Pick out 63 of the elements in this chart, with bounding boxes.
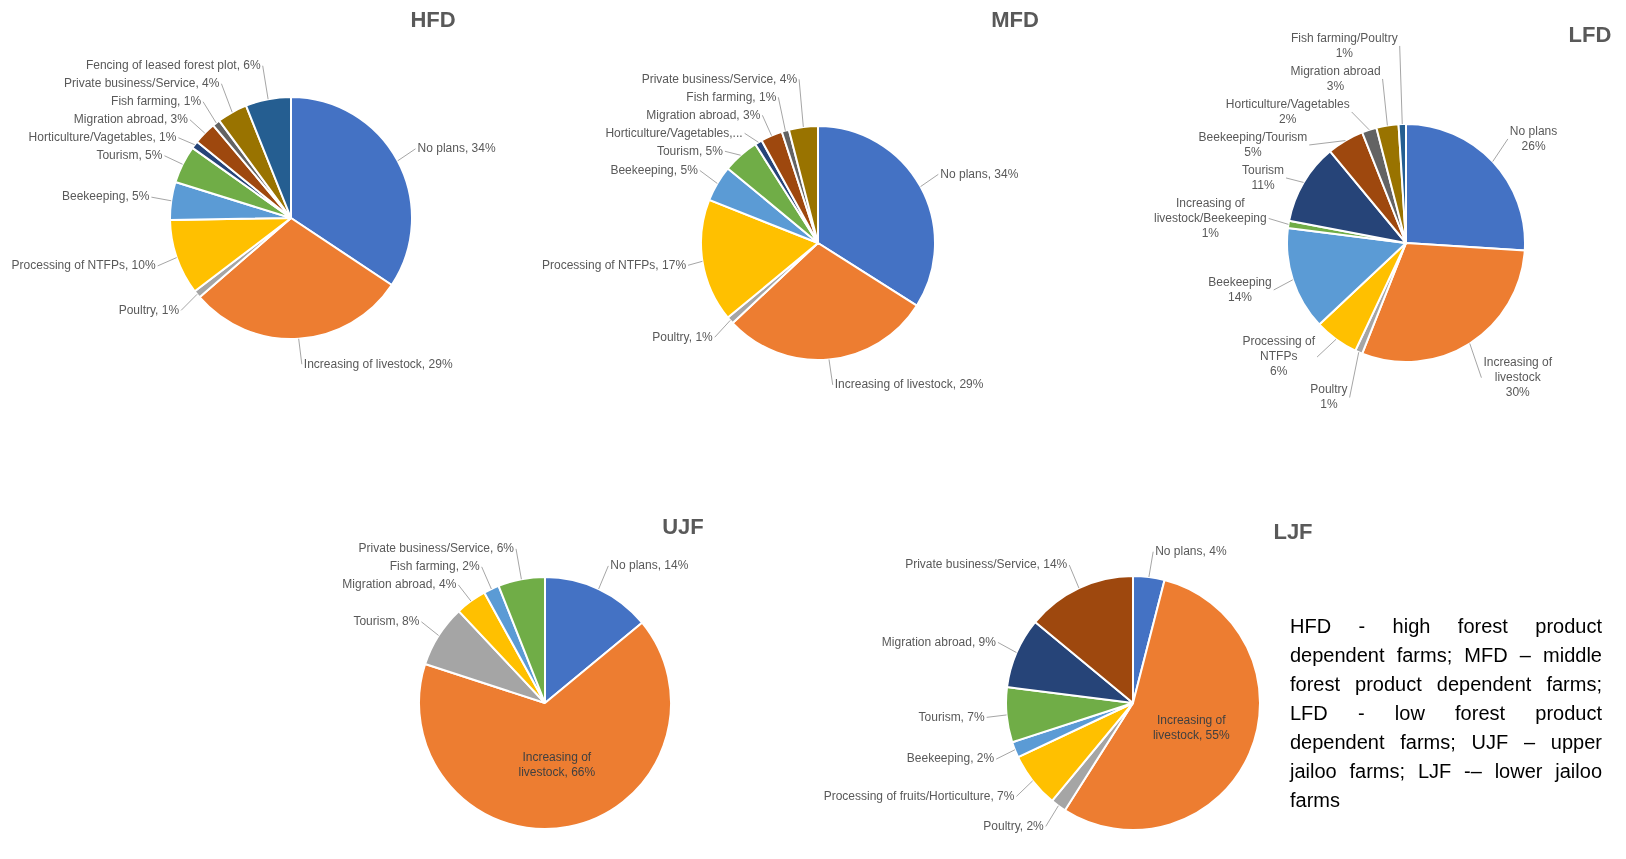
chart-title: LJF: [1273, 519, 1313, 545]
slice-label: Tourism, 5%: [96, 148, 163, 163]
slice-label: Migration abroad, 4%: [342, 577, 457, 592]
slice-label: Beekeeping, 5%: [610, 162, 699, 177]
slice-label: Increasing of livestock/Beekeeping: [1153, 195, 1267, 225]
slice-label: Fish farming, 1%: [111, 94, 202, 109]
slice-label: Migration abroad, 3%: [73, 112, 189, 127]
slice-label: Fencing of leased forest plot, 6%: [85, 58, 262, 73]
slice-label: Private business/Service, 4%: [641, 71, 798, 86]
data-label: 11%: [1251, 177, 1275, 192]
slice-label: No plans, 14%: [610, 558, 689, 573]
slice-label: Increasing of livestock, 29%: [303, 356, 453, 371]
slice-label: No plans: [1509, 123, 1558, 138]
data-label: 1%: [1320, 397, 1338, 412]
data-label: 2%: [1279, 111, 1297, 126]
slice-label: Fish farming, 2%: [389, 559, 481, 574]
data-label: 14%: [1228, 289, 1253, 304]
slice-label: Beekeeping, 5%: [62, 189, 150, 204]
slice-label: Private business/Service, 6%: [358, 541, 515, 556]
slice-label: Processing of NTFPs, 10%: [11, 258, 156, 273]
data-label: 26%: [1521, 138, 1546, 153]
slice-label: Processing of NTFPs, 17%: [542, 257, 687, 272]
chart-title: UJF: [662, 514, 704, 540]
slice-label: No plans, 34%: [417, 141, 496, 156]
slice-label: Increasing of livestock, 55%: [1152, 713, 1230, 743]
slice-label: Increasing of livestock: [1483, 354, 1553, 384]
slice-label: Fish farming/Poultry: [1291, 30, 1398, 45]
slice-label: Processing of fruits/Horticulture, 7%: [823, 788, 1015, 803]
data-label: 1%: [1335, 45, 1354, 60]
data-label: 3%: [1326, 78, 1345, 93]
slice-label: Horticulture/Vagetables,...: [605, 125, 743, 140]
slice-label: Horticulture/Vagetables, 1%: [28, 130, 177, 145]
data-label: 30%: [1505, 384, 1531, 399]
slice-label: Beekeeping/Tourism: [1198, 129, 1308, 144]
slice-label: Tourism: [1242, 162, 1285, 177]
slice-label: Fish farming, 1%: [686, 89, 777, 104]
slice-label: Private business/Service, 4%: [64, 76, 220, 91]
data-label: 5%: [1244, 144, 1262, 159]
slice-label: Private business/Service, 14%: [905, 557, 1068, 572]
data-label: 6%: [1270, 364, 1288, 379]
chart-title: MFD: [991, 7, 1039, 33]
slice-label: Poultry, 1%: [118, 302, 180, 317]
slice-label: Tourism, 5%: [656, 143, 724, 158]
slice-label: Horticulture/Vagetables: [1225, 96, 1350, 111]
slice-label: Migration abroad, 9%: [881, 634, 997, 649]
slice-label: No plans, 4%: [1155, 544, 1227, 559]
slice-label: Poultry, 2%: [983, 818, 1045, 833]
slice-label: No plans, 34%: [940, 166, 1019, 181]
slice-label: Processing of NTFPs: [1242, 334, 1316, 364]
slice-label: Poultry: [1310, 382, 1348, 397]
slice-label: Beekeeping: [1208, 274, 1272, 289]
slice-label: Poultry, 1%: [652, 329, 714, 344]
slice-label: Increasing of livestock, 66%: [518, 749, 596, 779]
data-label: 1%: [1201, 225, 1220, 240]
slice-label: Tourism, 7%: [918, 709, 985, 724]
text: HFD - high forest product dependent farms; MFD – middle forest product dependent farms; LFD - low forest product dependent farms; UJF – upper jailoo farms; LJF -– lower jailoo farms: [1290, 614, 1602, 813]
chart-title: LFD: [1568, 22, 1612, 48]
slice-label: Increasing of livestock, 29%: [834, 377, 984, 392]
slice-label: Migration abroad, 3%: [646, 107, 761, 122]
slice-label: Migration abroad: [1290, 63, 1381, 78]
chart-title: HFD: [410, 7, 456, 33]
slice-label: Beekeeping, 2%: [906, 751, 995, 766]
slice-label: Tourism, 8%: [353, 614, 420, 629]
